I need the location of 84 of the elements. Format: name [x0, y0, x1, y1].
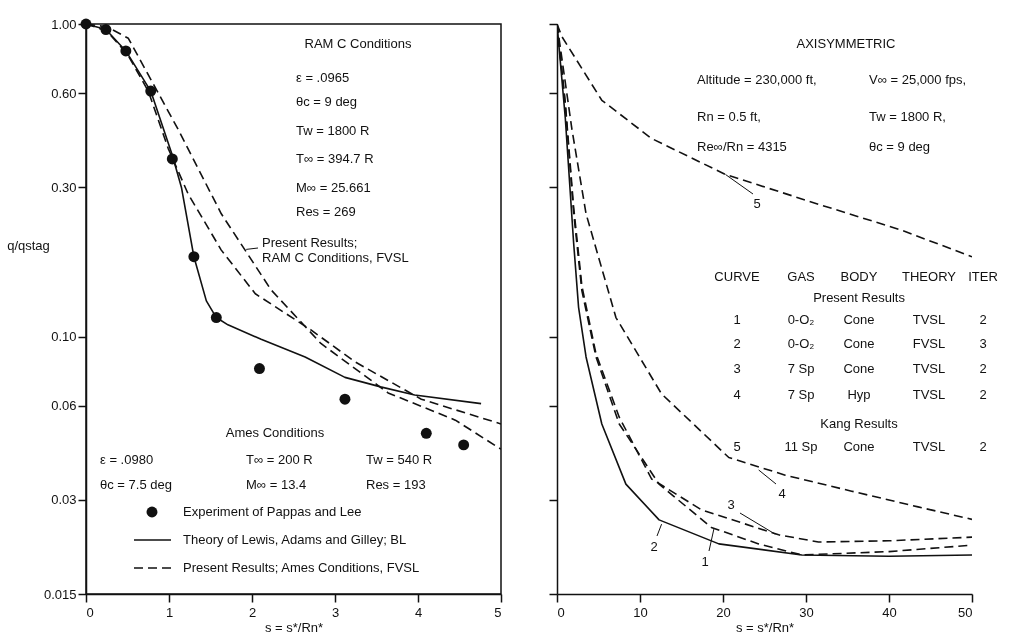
x-tick-label: 50: [958, 604, 973, 620]
annotation: Rn = 0.5 ft,: [697, 109, 761, 124]
text: 2: [979, 439, 987, 454]
annotation: M∞ = 25.661: [296, 180, 371, 195]
x-axis-title: s = s*/Rn*: [264, 619, 324, 635]
annotation: 0-O₂: [787, 336, 815, 351]
annotation: θc = 7.5 deg: [100, 477, 172, 492]
annotation: ITER: [968, 269, 998, 284]
annotation: 1: [733, 312, 741, 327]
x-tick-label: 40: [882, 604, 897, 620]
annotation: 5: [733, 439, 741, 454]
annotation: 5: [753, 196, 761, 211]
annotation: 0-O₂: [787, 312, 815, 327]
text: 2: [979, 312, 987, 327]
annotation: Cone: [843, 439, 875, 454]
annotation: 7 Sp: [787, 387, 815, 402]
text: 2: [979, 361, 987, 376]
annotation: 1: [701, 554, 709, 569]
annotation: 2: [733, 336, 741, 351]
x-tick-label: 1: [165, 604, 174, 620]
x-tick-label: 10: [633, 604, 648, 620]
annotation: Present Results: [813, 290, 906, 305]
annotation: T∞ = 394.7 R: [296, 151, 374, 166]
x-tick-label: 30: [799, 604, 814, 620]
annotation: Res = 193: [366, 477, 426, 492]
x-tick-label: 5: [494, 604, 502, 620]
annotation: Altitude = 230,000 ft,: [697, 72, 817, 87]
y-tick-label: 1.00: [51, 16, 77, 32]
annotation: Hyp: [847, 387, 871, 402]
annotation: 11 Sp: [784, 439, 818, 454]
annotation: Res = 269: [296, 204, 356, 219]
annotation: Cone: [843, 336, 875, 351]
annotation: GAS: [787, 269, 816, 284]
annotation: 4: [733, 387, 741, 402]
annotation: 2: [650, 539, 658, 554]
y-tick-label: 0.10: [51, 329, 77, 345]
annotation: 7 Sp: [787, 361, 815, 376]
y-tick-label: 0.30: [51, 179, 77, 195]
annotation: 3: [733, 361, 741, 376]
annotation: Tw = 1800 R: [296, 123, 370, 138]
annotation: Tw = 540 R: [366, 452, 433, 467]
annotation: Ames Conditions: [225, 425, 325, 440]
annotation: V∞ = 25,000 fps,: [869, 72, 967, 87]
legend-label: Present Results; Ames Conditions, FVSL: [183, 560, 420, 575]
x-tick-label: 2: [248, 604, 257, 620]
annotation: TVSL: [912, 439, 946, 454]
annotation: 4: [778, 486, 786, 501]
annotation: AXISYMMETRIC: [796, 36, 896, 51]
annotation: RAM C Conditions: [304, 36, 412, 51]
y-tick-label: 0.06: [51, 398, 77, 414]
annotation: TVSL: [912, 387, 946, 402]
annotation: ε = .0980: [100, 452, 154, 467]
y-tick-label: 0.60: [51, 85, 77, 101]
legend-label: Experiment of Pappas and Lee: [183, 504, 362, 519]
annotation: T∞ = 200 R: [246, 452, 313, 467]
annotation: Kang Results: [820, 416, 899, 431]
annotation: THEORY: [902, 269, 957, 284]
annotation: θc = 9 deg: [869, 139, 931, 154]
annotation: Tw = 1800 R,: [869, 109, 946, 124]
annotation: Re∞/Rn = 4315: [697, 139, 787, 154]
text: 3: [979, 336, 987, 351]
x-tick-label: 20: [716, 604, 731, 620]
annotation: CURVE: [714, 269, 760, 284]
annotation: Present Results; RAM C Conditions, FVSL: [262, 235, 409, 265]
x-tick-label: 0: [86, 604, 94, 620]
annotation: θc = 9 deg: [296, 94, 358, 109]
annotation: Cone: [843, 312, 875, 327]
annotation: TVSL: [912, 361, 946, 376]
annotation: BODY: [840, 269, 878, 284]
y-tick-label: 0.015: [43, 586, 77, 602]
y-axis-title: q/qstag: [7, 237, 50, 253]
x-tick-label: 4: [414, 604, 423, 620]
text: 2: [979, 387, 987, 402]
annotation: TVSL: [912, 312, 946, 327]
x-tick-label: 0: [557, 604, 565, 620]
x-tick-label: 3: [331, 604, 340, 620]
annotation: ε = .0965: [296, 70, 350, 85]
annotation: Cone: [843, 361, 875, 376]
legend-label: Theory of Lewis, Adams and Gilley; BL: [183, 532, 407, 547]
annotation: 3: [727, 497, 735, 512]
y-tick-label: 0.03: [51, 492, 77, 508]
annotation: M∞ = 13.4: [246, 477, 307, 492]
x-axis-title: s = s*/Rn*: [735, 619, 795, 635]
annotation: FVSL: [912, 336, 946, 351]
